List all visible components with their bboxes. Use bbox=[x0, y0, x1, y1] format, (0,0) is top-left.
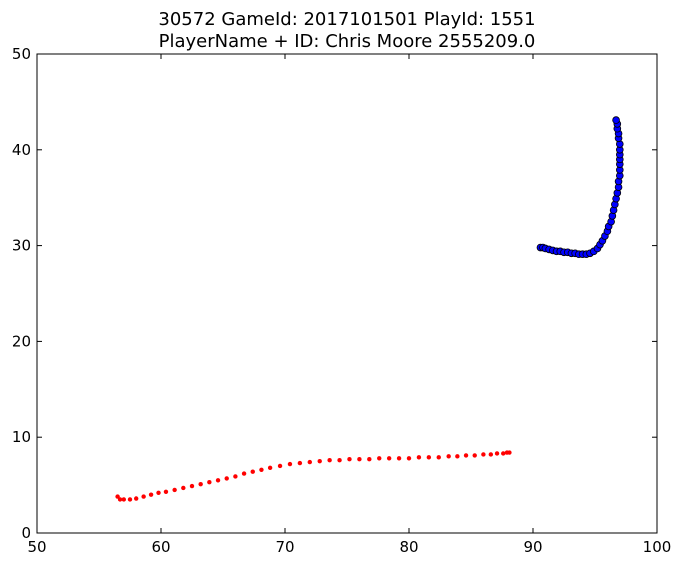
x-tick-label: 90 bbox=[523, 538, 542, 556]
data-point bbox=[501, 451, 506, 456]
x-tick-label: 60 bbox=[151, 538, 170, 556]
y-tick-label: 0 bbox=[21, 524, 31, 542]
plot-marks bbox=[115, 116, 624, 502]
data-point bbox=[494, 451, 500, 456]
data-point bbox=[163, 489, 169, 495]
chart-subtitle: PlayerName + ID: Chris Moore 2555209.0 bbox=[159, 31, 536, 52]
data-point bbox=[148, 492, 154, 497]
series-2 bbox=[536, 116, 624, 259]
data-point bbox=[117, 497, 123, 502]
data-point bbox=[250, 469, 255, 474]
data-point bbox=[297, 460, 303, 466]
data-point bbox=[327, 457, 332, 463]
axis-ticks: 50 60 70 80 90 100 0 10 20 30 40 50 bbox=[12, 45, 671, 556]
data-point bbox=[198, 481, 203, 487]
x-tick-label: 70 bbox=[275, 538, 294, 556]
data-point bbox=[446, 454, 451, 459]
chart-title: 30572 GameId: 2017101501 PlayId: 1551 bbox=[158, 9, 535, 30]
data-point bbox=[121, 497, 127, 502]
data-point bbox=[241, 471, 247, 476]
data-point bbox=[436, 455, 441, 460]
data-point bbox=[455, 454, 460, 459]
y-tick-label: 40 bbox=[12, 141, 31, 159]
data-point bbox=[134, 496, 139, 501]
data-point bbox=[127, 497, 133, 502]
data-point bbox=[277, 463, 283, 469]
data-point bbox=[481, 452, 486, 457]
data-point bbox=[156, 490, 161, 495]
data-point bbox=[426, 455, 432, 460]
x-tick-label: 50 bbox=[27, 538, 46, 556]
data-point bbox=[172, 487, 177, 493]
data-point bbox=[233, 474, 238, 479]
data-point bbox=[181, 485, 186, 491]
data-point bbox=[267, 465, 273, 471]
data-point bbox=[189, 483, 195, 489]
x-tick-label: 100 bbox=[643, 538, 672, 556]
data-point bbox=[287, 461, 293, 467]
x-tick-label: 80 bbox=[399, 538, 418, 556]
plot-area-frame bbox=[36, 53, 658, 534]
data-point bbox=[337, 457, 342, 463]
data-point bbox=[259, 467, 264, 472]
data-point bbox=[357, 457, 362, 462]
data-point bbox=[115, 494, 120, 499]
data-point bbox=[463, 453, 469, 458]
data-point bbox=[307, 459, 312, 465]
data-point bbox=[612, 116, 620, 124]
data-point bbox=[377, 456, 382, 461]
data-point bbox=[406, 456, 412, 461]
data-point bbox=[396, 456, 402, 461]
data-point bbox=[367, 457, 372, 462]
data-point bbox=[507, 450, 512, 455]
y-tick-label: 50 bbox=[12, 45, 31, 63]
data-point bbox=[215, 478, 221, 483]
data-point bbox=[317, 458, 322, 464]
data-point bbox=[207, 480, 212, 485]
data-point bbox=[472, 453, 477, 458]
y-tick-label: 10 bbox=[12, 428, 31, 446]
series-1 bbox=[115, 450, 512, 502]
y-tick-label: 30 bbox=[12, 237, 31, 255]
y-tick-label: 20 bbox=[12, 332, 31, 350]
data-point bbox=[347, 457, 352, 462]
data-point bbox=[386, 456, 392, 461]
data-point bbox=[416, 455, 422, 460]
data-point bbox=[224, 476, 229, 481]
data-point bbox=[141, 494, 146, 499]
data-point bbox=[488, 452, 494, 457]
